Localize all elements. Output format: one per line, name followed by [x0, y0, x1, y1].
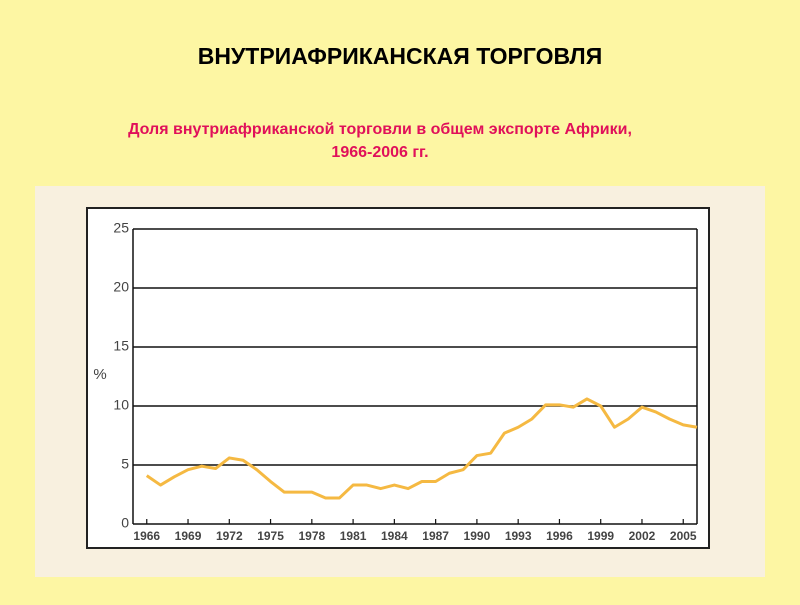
chart-subtitle: Доля внутриафриканской торговли в общем …	[128, 121, 632, 138]
x-tick-label: 2002	[629, 529, 656, 543]
y-tick-label: 0	[121, 515, 129, 531]
chart-subtitle: 1966-2006 гг.	[331, 144, 428, 161]
slide-title: ВНУТРИАФРИКАНСКАЯ ТОРГОВЛЯ	[198, 43, 602, 69]
y-tick-label: 15	[113, 338, 129, 354]
x-tick-label: 2005	[670, 529, 697, 543]
x-tick-label: 1969	[175, 529, 202, 543]
data-line	[145, 397, 698, 500]
x-tick-label: 1996	[546, 529, 573, 543]
x-tick-label: 1999	[587, 529, 614, 543]
x-tick-label: 1990	[464, 529, 491, 543]
x-tick-label: 1993	[505, 529, 532, 543]
x-tick-label: 1981	[340, 529, 367, 543]
x-tick-label: 1975	[257, 529, 284, 543]
y-axis-label: %	[93, 366, 106, 383]
x-tick-label: 1987	[422, 529, 449, 543]
x-tick-label: 1972	[216, 529, 243, 543]
x-tick-label: 1978	[298, 529, 325, 543]
y-tick-label: 25	[113, 220, 129, 236]
y-tick-label: 5	[121, 456, 129, 472]
y-tick-label: 10	[113, 397, 129, 413]
chart-frame	[86, 207, 710, 549]
x-tick-label: 1984	[381, 529, 408, 543]
x-tick-label: 1966	[133, 529, 160, 543]
y-tick-label: 20	[113, 279, 129, 295]
